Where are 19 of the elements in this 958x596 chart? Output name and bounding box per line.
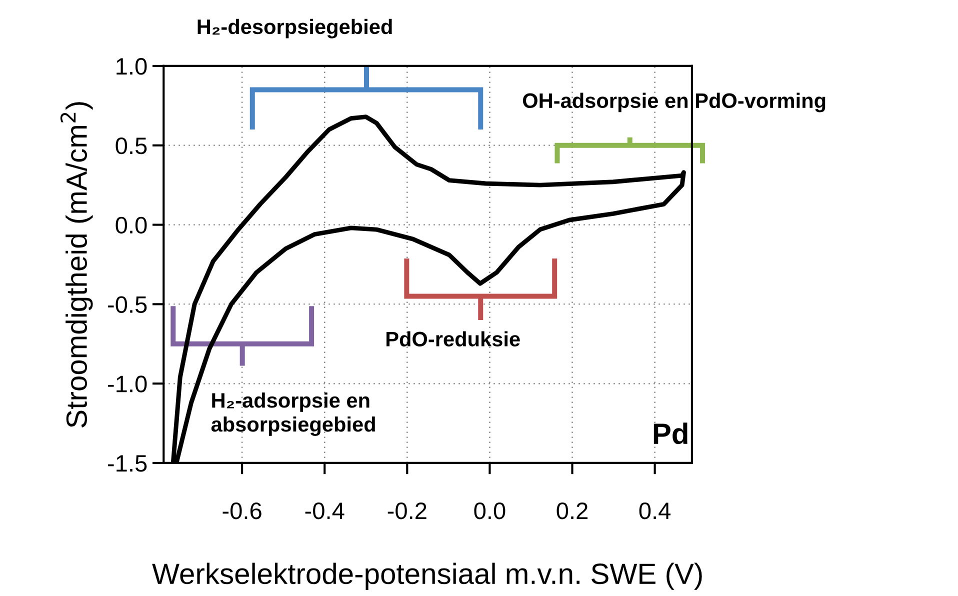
x-tick-label: -0.4 [305, 502, 344, 520]
x-tick-label: 0.2 [556, 502, 588, 520]
x-tick-label: -0.2 [388, 502, 426, 520]
x-axis-title: Werkselektrode-potensiaal m.v.n. SWE (V) [152, 562, 702, 590]
y-tick-label: -1.0 [108, 376, 147, 392]
y-axis-title: Stroomdigtheid (mA/cm$^{2}$) [60, 102, 93, 428]
x-tick-label: -0.6 [222, 502, 262, 520]
annotation: Pd [654, 422, 688, 444]
text: H₂-desorpsiegebied [198, 18, 392, 38]
x-tick-label: 0.0 [474, 502, 506, 520]
annotation: PdO-reduksie [386, 331, 520, 347]
y-tick-label: -0.5 [108, 296, 147, 313]
annotation: OH-adsorpsie en PdO-vorming [522, 92, 826, 112]
annotation: H₂-adsorpsie en absorpsiegebied [211, 392, 375, 436]
y-tick-label: 1.0 [116, 58, 147, 75]
y-tick-label: 0.0 [116, 216, 147, 234]
y-tick-label: 0.5 [116, 137, 147, 154]
y-tick-label: -1.5 [108, 455, 147, 472]
x-tick-label: 0.4 [639, 502, 671, 520]
